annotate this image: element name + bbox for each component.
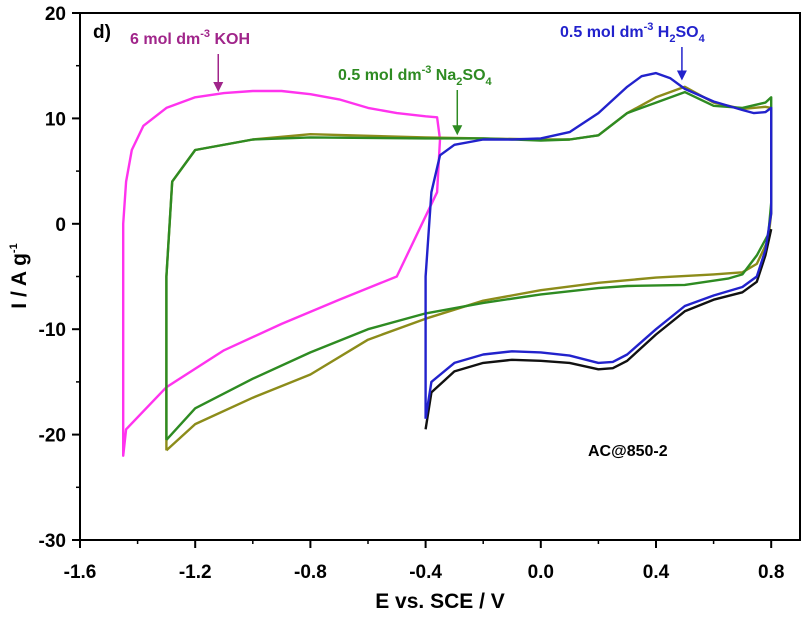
x-tick-label: 0.8 [758,562,784,583]
annotation-arrow-head [213,82,224,93]
panel-label: d) [93,22,111,43]
series-line-4 [424,71,773,419]
sample-label: AC@850-2 [588,443,668,460]
series-line-3 [424,228,773,430]
x-tick-label: 0.0 [528,562,554,583]
electrolyte-annotation: 0.5 mol dm-3 H2SO4 [560,21,706,81]
x-tick-label: -1.2 [179,562,212,583]
series-layer [121,71,773,457]
y-tick-label: 0 [55,215,66,236]
y-tick-label: -10 [39,320,66,341]
series-line-1 [165,85,773,452]
x-axis-title: E vs. SCE / V [375,590,505,613]
y-tick-label: 10 [45,109,66,130]
electrolyte-annotation: 6 mol dm-3 KOH [130,28,250,93]
x-axis: -1.6 -1.2 -0.8 -0.4 0.0 0.4 0.8 [64,540,784,583]
y-axis-title: I / A g-1 [8,243,31,308]
plot-area: 6 mol dm-3 KOH 0.5 mol dm-3 Na2SO4 0.5 mol… [39,4,801,583]
annotation-arrow-head [452,125,463,136]
y-tick-label: -30 [39,531,66,552]
y-tick-label: 20 [45,4,66,25]
annotation-arrow-head [676,70,687,81]
x-tick-label: 0.4 [643,562,670,583]
y-tick-label: -20 [39,426,66,447]
series-line-0 [121,89,442,457]
x-tick-label: -1.6 [64,562,97,583]
annotation-label: 6 mol dm-3 KOH [130,28,250,48]
series-line-2 [165,90,773,441]
electrolyte-annotation: 0.5 mol dm-3 Na2SO4 [338,64,493,136]
annotation-label: 0.5 mol dm-3 Na2SO4 [338,64,493,88]
x-tick-label: -0.4 [409,562,442,583]
x-tick-label: -0.8 [294,562,327,583]
y-axis: -30 -20 -10 0 10 20 [39,4,80,552]
annotation-layer: 6 mol dm-3 KOH 0.5 mol dm-3 Na2SO4 0.5 mol… [130,21,706,136]
annotation-label: 0.5 mol dm-3 H2SO4 [560,21,706,45]
